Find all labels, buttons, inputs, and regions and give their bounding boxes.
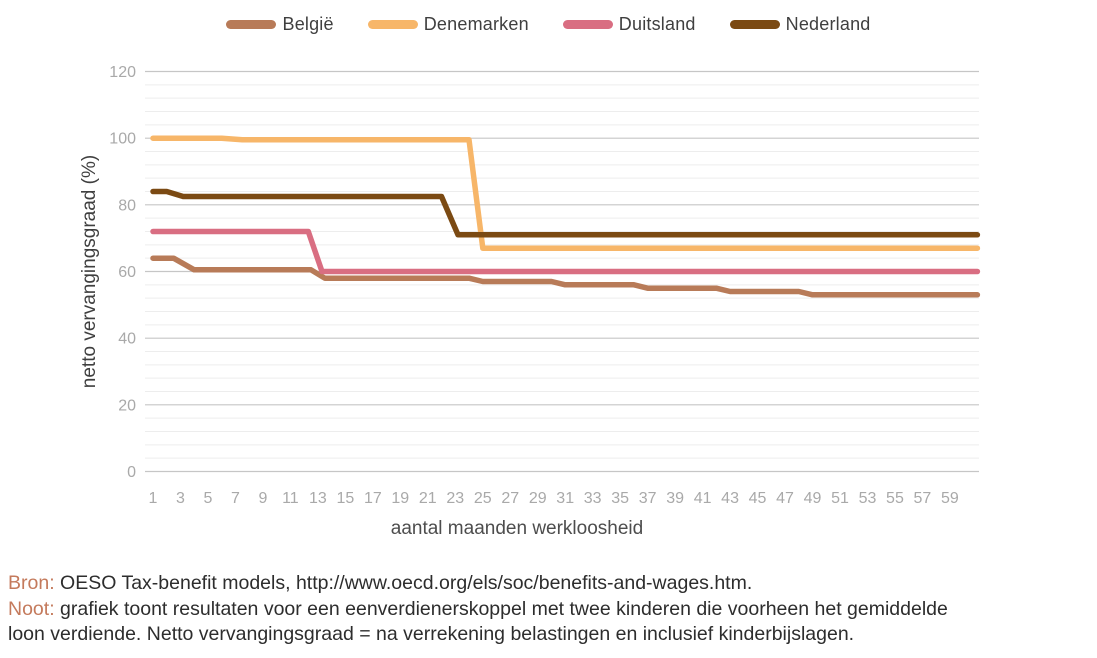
svg-text:45: 45 [749,490,767,507]
svg-text:25: 25 [474,490,492,507]
svg-text:39: 39 [666,490,684,507]
svg-text:43: 43 [721,490,739,507]
series-line-belgië [150,255,981,298]
svg-text:15: 15 [336,490,354,507]
svg-text:55: 55 [886,490,904,507]
svg-text:29: 29 [529,490,547,507]
y-axis-tick-labels: 0 20 40 60 80 100 120 [109,64,136,481]
svg-text:49: 49 [804,490,822,507]
svg-text:80: 80 [118,197,136,214]
svg-text:7: 7 [231,490,240,507]
svg-text:13: 13 [309,490,327,507]
source-text: OESO Tax-benefit models, http://www.oecd… [60,572,753,594]
series-lines [150,135,981,298]
svg-text:37: 37 [639,490,657,507]
svg-text:41: 41 [694,490,712,507]
svg-text:17: 17 [364,490,382,507]
svg-text:23: 23 [446,490,464,507]
svg-text:120: 120 [109,64,136,81]
svg-text:35: 35 [611,490,629,507]
svg-text:3: 3 [176,490,185,507]
source-label: Bron: [8,572,55,594]
svg-text:9: 9 [258,490,267,507]
svg-text:57: 57 [914,490,932,507]
legend-item-belgie: België [226,14,334,35]
note-line-2: loon verdiende. Netto vervangingsgraad =… [8,622,1093,648]
svg-text:20: 20 [118,397,136,414]
x-axis-tick-labels: 1 3 5 7 9 11 13 15 17 19 21 23 25 27 29 31 33 35 37 39 41 43 4… [149,490,959,507]
minor-gridlines [145,84,979,459]
source-line: Bron: OESO Tax-benefit models, http://ww… [8,571,1093,597]
svg-text:33: 33 [584,490,602,507]
note-text-1: grafiek toont resultaten voor een eenver… [60,597,948,620]
legend-item-duitsland: Duitsland [562,14,696,35]
svg-text:27: 27 [501,490,519,507]
note-line-1: Noot: grafiek toont resultaten voor een … [8,597,1093,623]
series-line-nederland [150,188,981,238]
series-line-duitsland [150,228,981,275]
x-axis-title: aantal maanden werkloosheid [391,518,643,539]
svg-text:1: 1 [149,490,158,507]
legend-swatch-denemarken [367,20,418,29]
svg-text:59: 59 [941,490,959,507]
svg-text:19: 19 [391,490,409,507]
legend-item-denemarken: Denemarken [367,14,529,35]
svg-text:5: 5 [204,490,213,507]
svg-text:60: 60 [118,264,136,281]
svg-text:51: 51 [831,490,849,507]
note-text-2: loon verdiende. Netto vervangingsgraad =… [8,623,855,645]
series-line-denemarken [150,135,981,251]
legend-label-belgie: België [282,14,334,34]
y-axis-title: netto vervangingsgraad (%) [79,155,100,388]
chart-legend: België Denemarken Duitsland Nederland [0,14,1097,35]
legend-label-denemarken: Denemarken [423,14,529,34]
svg-text:47: 47 [776,490,794,507]
svg-text:31: 31 [556,490,574,507]
legend-label-duitsland: Duitsland [618,14,696,34]
svg-text:0: 0 [127,464,136,481]
major-gridlines [145,70,979,473]
note-label: Noot: [8,597,55,620]
svg-text:100: 100 [109,131,136,148]
legend-swatch-belgie [226,20,277,29]
legend-item-nederland: Nederland [729,14,871,35]
svg-text:53: 53 [859,490,877,507]
legend-label-nederland: Nederland [785,14,871,34]
chart-area: 0 20 40 60 80 100 120 1 3 5 7 9 11 13 15 17 19 21 23 25 27 29… [0,44,1097,561]
svg-text:40: 40 [118,331,136,348]
legend-swatch-nederland [729,20,780,29]
legend-swatch-duitsland [562,20,613,29]
caption-block: Bron: OESO Tax-benefit models, http://ww… [8,571,1093,648]
svg-text:11: 11 [282,490,299,507]
svg-text:21: 21 [419,490,437,507]
